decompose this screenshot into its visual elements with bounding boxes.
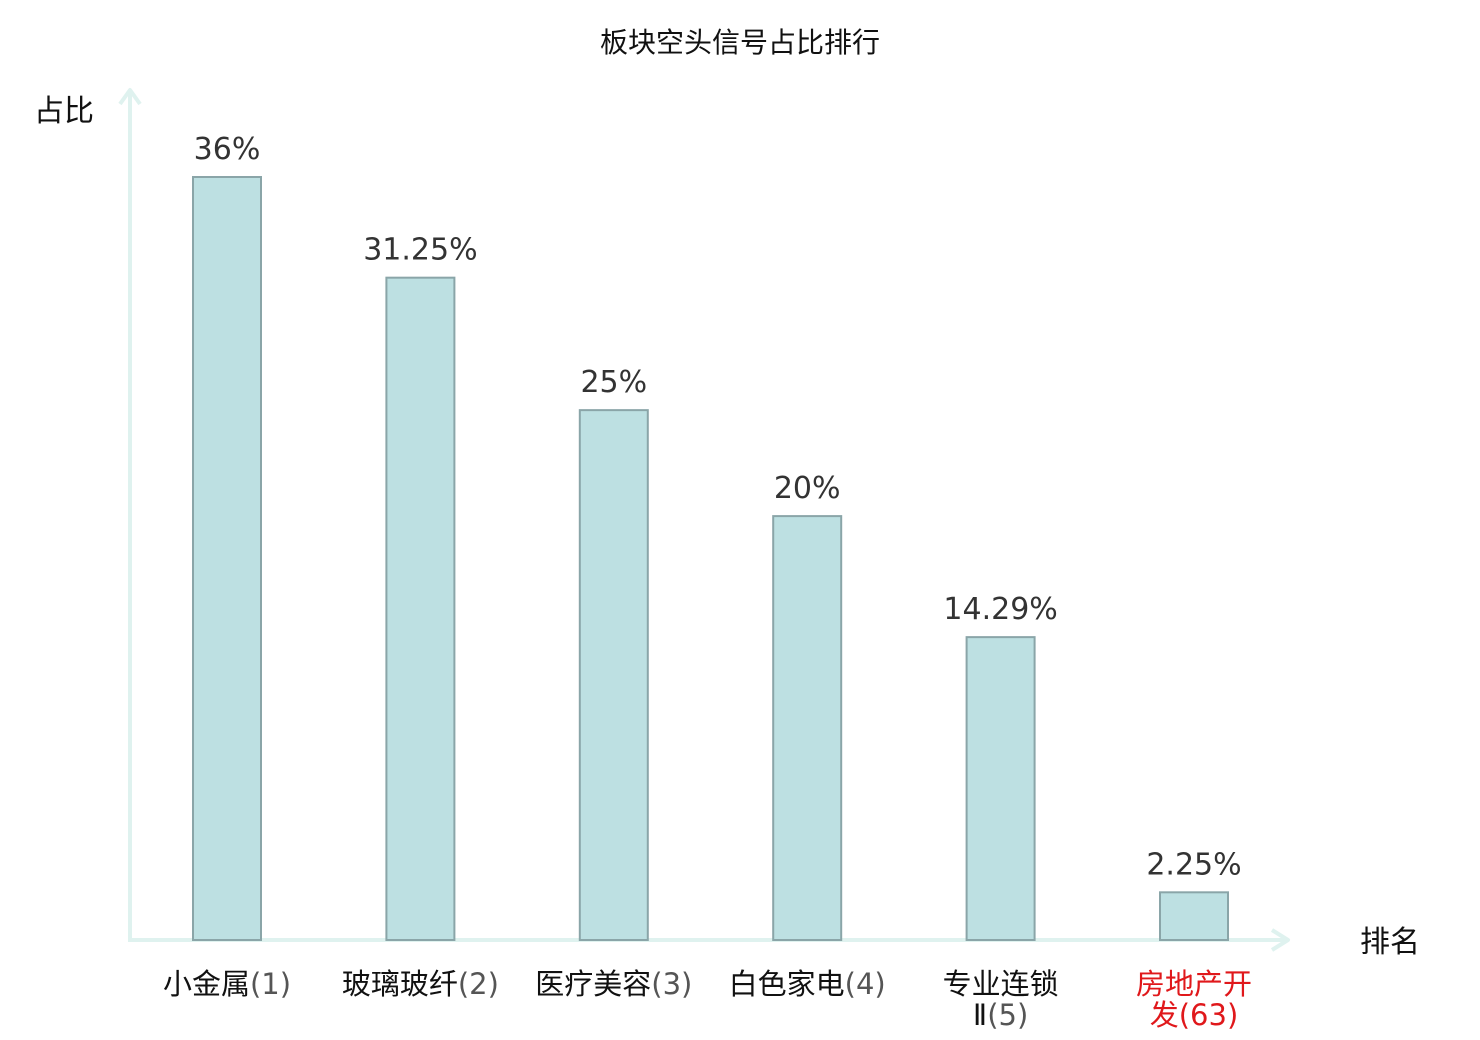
bar-2 xyxy=(385,276,456,942)
value-label-1: 36% xyxy=(194,132,261,167)
chart-title: 板块空头信号占比排行 xyxy=(600,26,880,59)
category-label-3: 医疗美容(3) xyxy=(535,967,692,1001)
category-rank-2: (2) xyxy=(458,967,499,1001)
category-label-6: 房地产开 xyxy=(1136,967,1252,1001)
category-label-5: 专业连锁 xyxy=(943,967,1059,1001)
category-label-4: 白色家电(4) xyxy=(729,967,886,1001)
value-label-5: 14.29% xyxy=(943,592,1057,627)
bar-5 xyxy=(965,636,1036,942)
x-axis-label: 排名 xyxy=(1360,925,1420,960)
category-rank-3: (3) xyxy=(651,967,692,1001)
bars-group xyxy=(192,176,1229,942)
value-labels-group: 36% 31.25% 25% 20% 14.29% 2.25% xyxy=(194,132,1242,882)
bar-6 xyxy=(1159,891,1229,941)
y-axis-label: 占比 xyxy=(34,94,94,129)
category-rank-4: (4) xyxy=(845,967,886,1001)
category-rank-1: (1) xyxy=(250,967,291,1001)
value-label-4: 20% xyxy=(774,471,841,506)
value-label-6: 2.25% xyxy=(1146,847,1241,882)
category-rank-5: (5) xyxy=(987,998,1028,1032)
value-label-2: 31.25% xyxy=(363,233,477,268)
category-label-2: 玻璃玻纤(2) xyxy=(342,967,499,1001)
value-label-3: 25% xyxy=(580,365,647,400)
category-rank-6: (63) xyxy=(1179,998,1239,1032)
category-label-1: 小金属(1) xyxy=(163,967,291,1001)
category-label-5-line-2: Ⅱ(5) xyxy=(973,998,1028,1032)
bar-4 xyxy=(772,515,843,941)
y-axis-arrow xyxy=(118,88,142,106)
x-axis-arrow xyxy=(1270,928,1290,952)
bar-3 xyxy=(578,409,649,941)
category-label-6-line-2: 发(63) xyxy=(1150,998,1239,1032)
bar-1 xyxy=(192,176,262,941)
